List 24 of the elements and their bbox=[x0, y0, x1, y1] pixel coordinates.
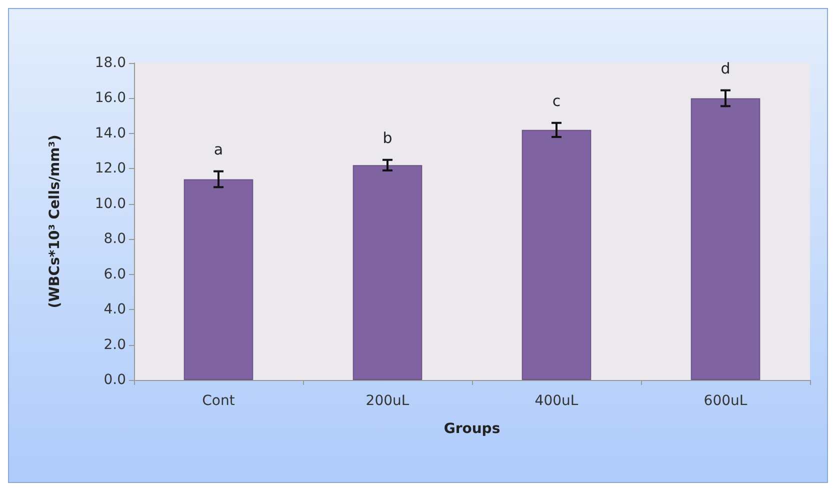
x-axis-title: Groups bbox=[444, 421, 500, 437]
y-tick-label: 6.0 bbox=[104, 266, 126, 282]
annotation: d bbox=[720, 59, 730, 78]
y-tick-label: 2.0 bbox=[104, 336, 126, 353]
bar bbox=[184, 179, 254, 380]
annotation: b bbox=[382, 128, 392, 147]
annotation: a bbox=[214, 140, 224, 158]
y-tick-label: 4.0 bbox=[104, 302, 126, 318]
x-tick-label: 400uL bbox=[534, 393, 578, 409]
x-tick-label: Cont bbox=[202, 393, 236, 409]
x-tick-label: 200uL bbox=[366, 393, 410, 409]
y-tick-label: 12.0 bbox=[94, 160, 126, 177]
y-tick-label: 14.0 bbox=[94, 125, 126, 142]
y-tick-label: 8.0 bbox=[104, 231, 126, 248]
y-tick-label: 10.0 bbox=[94, 196, 126, 212]
annotation: c bbox=[552, 92, 561, 110]
bar bbox=[352, 165, 422, 380]
bar bbox=[690, 98, 760, 380]
x-tick-label: 600uL bbox=[704, 393, 748, 409]
y-tick-label: 0.0 bbox=[104, 372, 126, 388]
y-tick-label: 18.0 bbox=[94, 55, 126, 71]
y-axis-title: (WBCs*10³ Cells/mm³) bbox=[47, 134, 63, 308]
bar bbox=[522, 130, 592, 380]
y-tick-label: 16.0 bbox=[94, 90, 126, 106]
